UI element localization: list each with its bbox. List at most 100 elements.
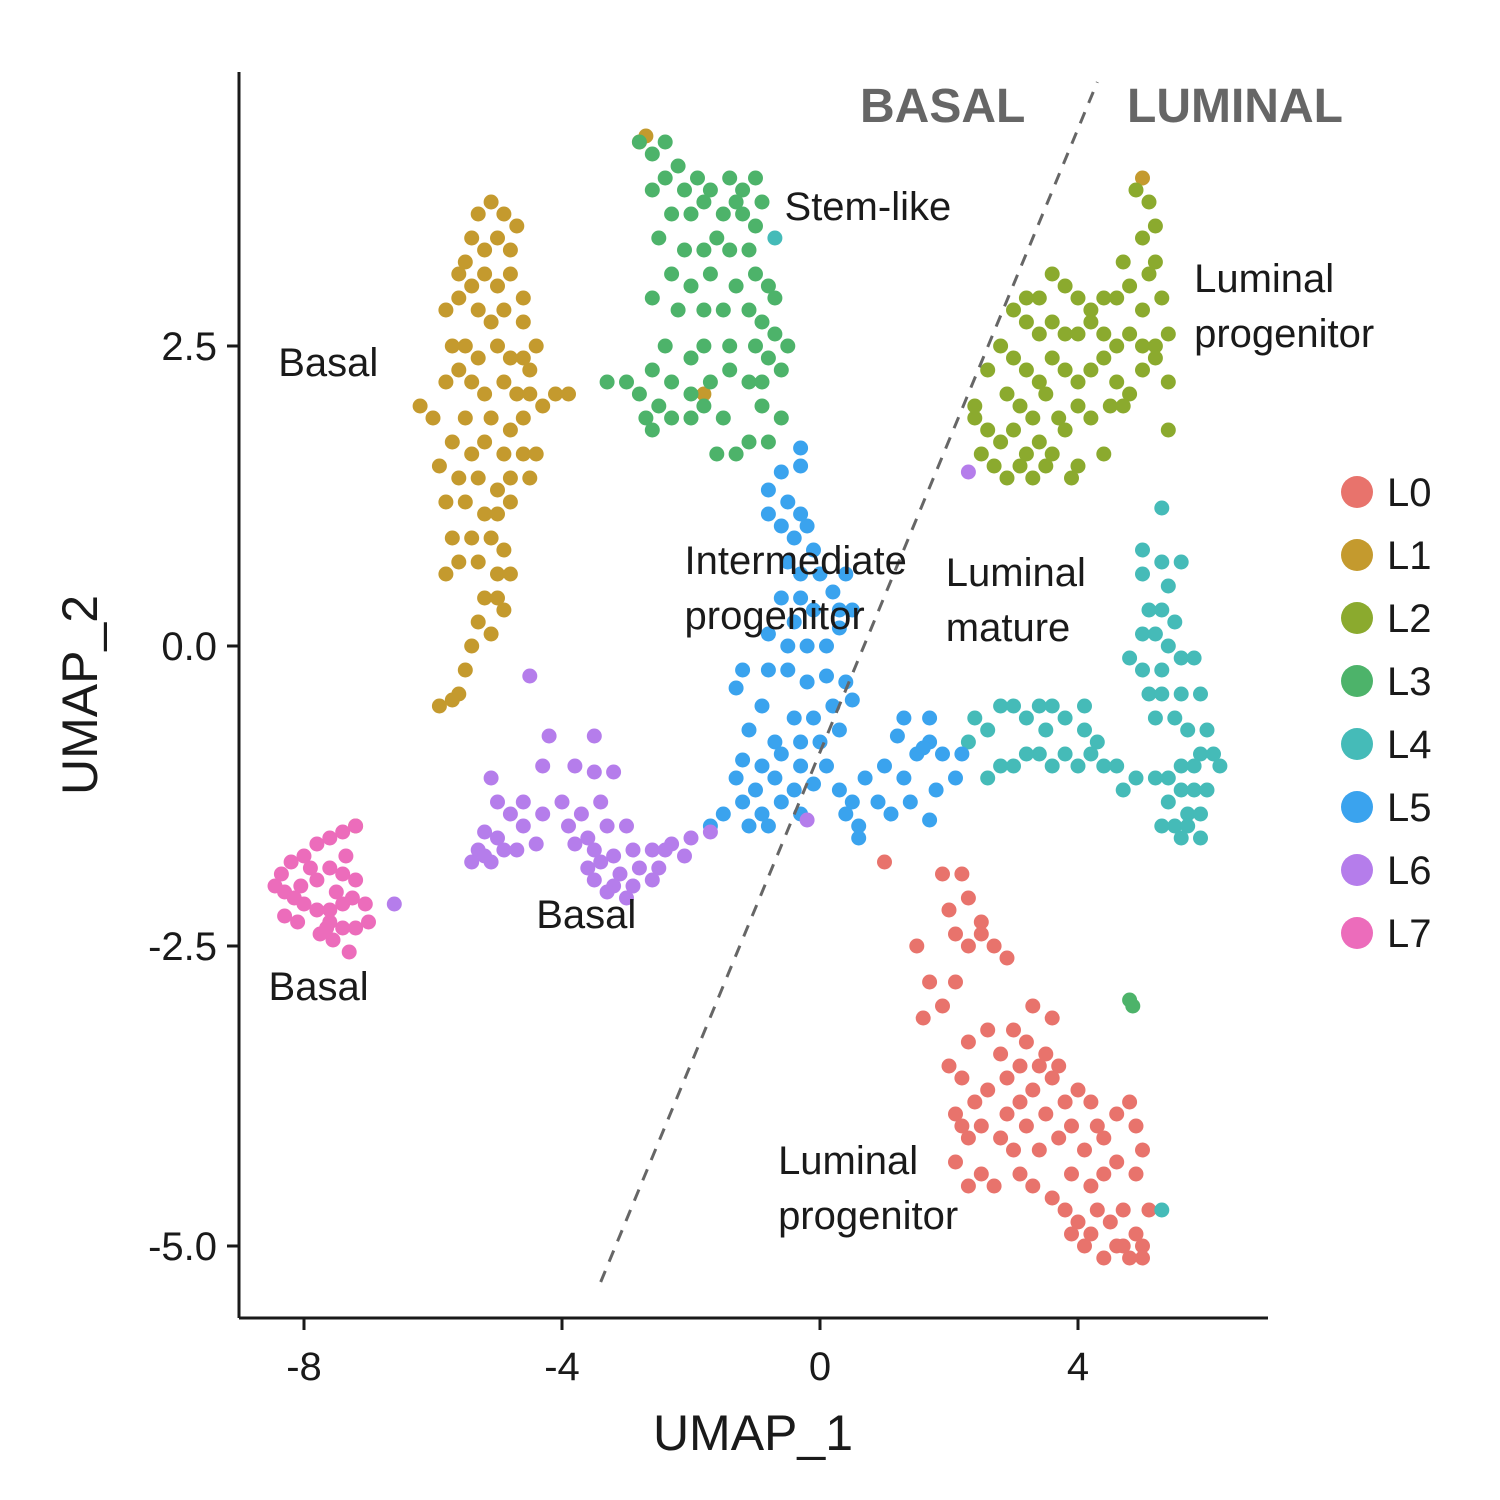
point-l1-62 <box>496 542 512 558</box>
annotation-7: Luminal progenitor <box>778 1139 958 1238</box>
point-l3-51 <box>741 374 757 390</box>
x-tick-label-1: -4 <box>544 1345 580 1389</box>
point-l1-45 <box>496 446 512 462</box>
point-l2-61 <box>1044 446 1060 462</box>
legend-key-l3 <box>1341 665 1373 697</box>
point-l1-32 <box>522 386 538 402</box>
point-l0-76 <box>1044 1010 1060 1026</box>
point-l0-32 <box>973 1118 989 1134</box>
point-l7-11 <box>309 902 325 918</box>
point-l2-19 <box>1018 314 1034 330</box>
point-l4-2 <box>1135 566 1150 582</box>
x-axis-title: UMAP_1 <box>653 1405 853 1461</box>
point-l1-36 <box>412 398 428 414</box>
point-l0-54 <box>1128 1118 1144 1134</box>
point-l1-64 <box>470 554 486 570</box>
point-l6-7 <box>606 764 622 780</box>
point-l3-38 <box>767 326 783 342</box>
point-l3-49 <box>702 374 718 390</box>
point-l2-5 <box>1115 254 1131 270</box>
point-l0-49 <box>1083 1094 1099 1110</box>
point-l4-23 <box>1167 710 1183 726</box>
point-l4-25 <box>1199 722 1215 738</box>
point-l3-34 <box>696 302 712 318</box>
point-l0-63 <box>1083 1226 1099 1242</box>
point-l0-77 <box>1128 1166 1144 1182</box>
point-l3-67 <box>728 446 744 462</box>
point-l4-39 <box>1180 818 1196 834</box>
point-l0-74 <box>1115 1238 1131 1254</box>
point-l0-64 <box>1102 1214 1118 1230</box>
point-l0-35 <box>1018 1118 1034 1134</box>
point-l0-28 <box>1025 1082 1041 1098</box>
point-l3-46 <box>644 362 660 378</box>
point-l0-61 <box>1057 1202 1073 1218</box>
point-l2-1 <box>1141 194 1157 210</box>
point-l0-30 <box>948 1106 963 1122</box>
point-l4-13 <box>1122 650 1138 666</box>
point-l7-28 <box>277 908 293 924</box>
point-l7-23 <box>348 872 364 888</box>
point-l5-30 <box>799 674 815 690</box>
point-l3-5 <box>644 182 660 198</box>
point-l2-37 <box>1070 374 1086 390</box>
point-l4-29 <box>1186 758 1202 774</box>
point-l3-11 <box>748 170 763 186</box>
point-l2-59 <box>1018 446 1034 462</box>
point-l7-3 <box>309 836 325 852</box>
point-l4-57 <box>1057 710 1073 726</box>
point-l2-15 <box>1044 266 1060 282</box>
point-l2-53 <box>1102 398 1118 414</box>
point-l6-22 <box>509 842 525 858</box>
annotation-4: Luminal mature <box>946 551 1086 650</box>
legend-label-l7: L7 <box>1387 912 1432 956</box>
point-l2-7 <box>1122 278 1138 294</box>
point-l0-45 <box>1038 1106 1054 1122</box>
point-l1-13 <box>438 302 454 318</box>
point-l3-59 <box>683 410 699 426</box>
point-l2-10 <box>1135 302 1150 318</box>
point-l7-6 <box>273 866 289 882</box>
point-l1-52 <box>502 470 518 486</box>
point-l3-53 <box>773 362 789 378</box>
point-l2-26 <box>1109 338 1125 354</box>
point-l6-31 <box>702 824 718 840</box>
point-l0-16 <box>960 1034 976 1050</box>
point-l3-44 <box>760 350 776 366</box>
point-l2-24 <box>1083 314 1099 330</box>
point-l1-18 <box>515 290 531 306</box>
point-l3-65 <box>644 422 660 438</box>
point-l4-65 <box>1031 698 1047 714</box>
point-l5-27 <box>735 662 751 678</box>
point-l6-37 <box>612 866 628 882</box>
y-tick-label-1: 0.0 <box>161 625 217 669</box>
point-l1-4 <box>477 242 493 258</box>
point-l5-11 <box>780 554 796 570</box>
point-l0-23 <box>954 1070 970 1086</box>
point-l1-82 <box>1135 170 1150 186</box>
point-l1-44 <box>477 434 493 450</box>
point-l5-77 <box>838 806 854 822</box>
point-l5-25 <box>799 638 815 654</box>
point-l3-62 <box>754 398 770 414</box>
point-l3-66 <box>709 446 725 462</box>
annotation-6: Basal <box>269 965 369 1009</box>
point-l1-46 <box>515 446 531 462</box>
point-l5-5 <box>780 494 796 510</box>
point-l4-26 <box>1193 746 1208 762</box>
point-l2-65 <box>999 470 1015 486</box>
point-l2-71 <box>1160 422 1176 438</box>
point-l0-42 <box>1038 1046 1054 1062</box>
point-l6-18 <box>599 818 615 834</box>
point-l5-43 <box>831 722 847 738</box>
point-l1-51 <box>490 482 505 498</box>
point-l5-0 <box>793 440 809 456</box>
point-l7-17 <box>348 920 364 936</box>
point-l1-0 <box>470 206 486 222</box>
point-l0-66 <box>1128 1226 1144 1242</box>
point-l2-55 <box>967 410 983 426</box>
point-l0-25 <box>980 1082 996 1098</box>
point-l7-25 <box>322 860 338 876</box>
point-l4-18 <box>1141 686 1157 702</box>
point-l3-1 <box>644 146 660 162</box>
